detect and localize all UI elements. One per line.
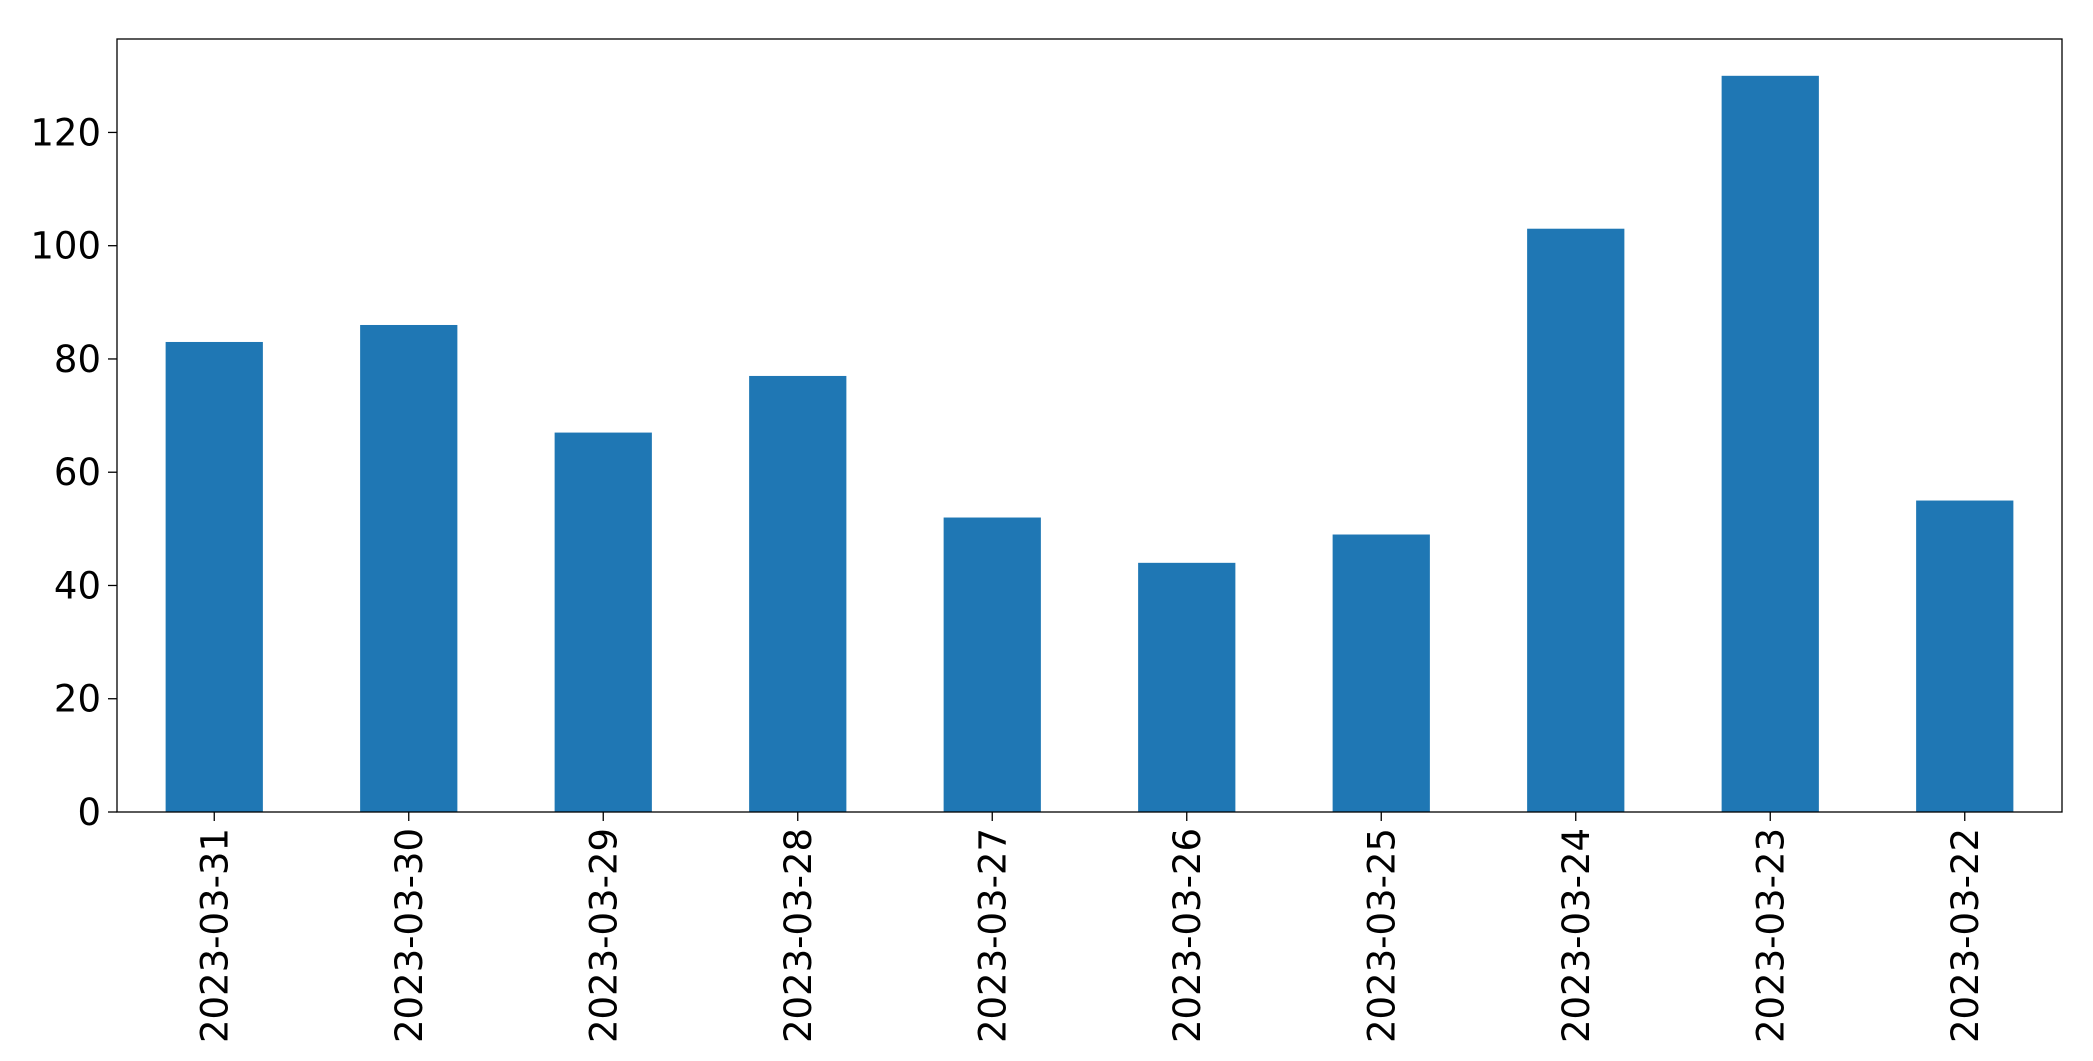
x-tick-label: 2023-03-23	[1749, 828, 1792, 1043]
x-tick-label: 2023-03-31	[193, 828, 236, 1043]
bars-group	[165, 75, 2014, 813]
x-tick-label: 2023-03-22	[1944, 828, 1987, 1043]
bar-2023-03-25	[1332, 534, 1430, 812]
x-tick-label: 2023-03-28	[777, 828, 820, 1043]
bar-2023-03-31	[165, 341, 263, 812]
bar-2023-03-27	[943, 517, 1041, 812]
x-tick-label: 2023-03-24	[1555, 828, 1598, 1043]
y-axis: 0 20 40 60 80 100 120	[30, 111, 117, 834]
y-tick-label: 120	[30, 111, 101, 154]
bar-2023-03-28	[749, 375, 847, 812]
plot-frame	[116, 38, 2063, 813]
x-tick-label: 2023-03-26	[1166, 828, 1209, 1043]
bar-2023-03-30	[360, 324, 458, 812]
bar-2023-03-24	[1527, 228, 1625, 812]
x-axis: 2023-03-31 2023-03-30 2023-03-29 2023-03-28…	[193, 812, 1987, 1043]
bar-2023-03-23	[1721, 75, 1819, 813]
y-tick-label: 100	[30, 225, 101, 268]
x-tick-label: 2023-03-27	[971, 828, 1014, 1043]
x-tick-label: 2023-03-29	[582, 828, 625, 1043]
bar-2023-03-29	[554, 432, 652, 812]
y-tick-label: 20	[54, 678, 101, 721]
bar-2023-03-26	[1138, 562, 1236, 812]
bar-2023-03-22	[1916, 500, 2014, 812]
y-tick-label: 60	[54, 451, 101, 494]
y-tick-label: 0	[77, 791, 101, 834]
x-tick-label: 2023-03-25	[1360, 828, 1403, 1043]
y-tick-label: 40	[54, 564, 101, 607]
y-tick-label: 80	[54, 338, 101, 381]
x-tick-label: 2023-03-30	[388, 828, 431, 1043]
